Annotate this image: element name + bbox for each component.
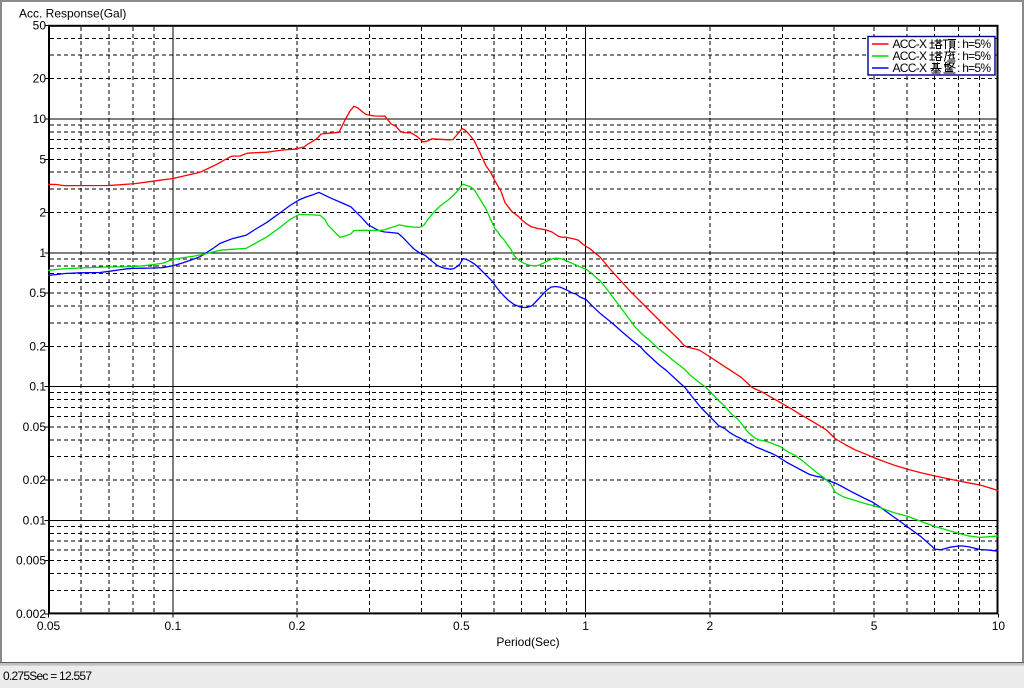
svg-text:0.1: 0.1 [164, 619, 181, 633]
svg-text:2: 2 [39, 206, 46, 220]
svg-text:1: 1 [582, 619, 589, 633]
svg-text:10: 10 [33, 112, 47, 126]
svg-text:0.005: 0.005 [16, 554, 46, 568]
svg-text:0.01: 0.01 [23, 513, 47, 527]
svg-text:20: 20 [33, 72, 47, 86]
svg-text:: h=5%: : h=5% [957, 37, 991, 51]
svg-text:: h=5%: : h=5% [957, 61, 991, 75]
svg-text:0.05: 0.05 [23, 420, 47, 434]
svg-text:0.5: 0.5 [453, 619, 470, 633]
svg-text:1: 1 [39, 246, 46, 260]
svg-text:ACC-X: ACC-X [893, 49, 928, 63]
svg-text:50: 50 [33, 19, 47, 33]
svg-text:0.2: 0.2 [289, 619, 306, 633]
svg-text:0.275Sec = 12.557: 0.275Sec = 12.557 [3, 669, 92, 683]
svg-text:0.5: 0.5 [29, 286, 46, 300]
svg-text:Period(Sec): Period(Sec) [496, 635, 559, 649]
svg-text:0.1: 0.1 [29, 380, 46, 394]
svg-text:2: 2 [706, 619, 713, 633]
svg-text:0.002: 0.002 [16, 607, 46, 621]
svg-text:ACC-X: ACC-X [893, 61, 928, 75]
svg-text:5: 5 [871, 619, 878, 633]
svg-text:10: 10 [992, 619, 1006, 633]
svg-text:ACC-X: ACC-X [893, 37, 928, 51]
svg-text:0.2: 0.2 [29, 339, 46, 353]
svg-text:5: 5 [39, 152, 46, 166]
svg-text:: h=5%: : h=5% [957, 49, 991, 63]
svg-text:0.02: 0.02 [23, 473, 47, 487]
svg-text:Acc. Response(Gal): Acc. Response(Gal) [19, 7, 126, 21]
svg-text:0.05: 0.05 [37, 619, 61, 633]
